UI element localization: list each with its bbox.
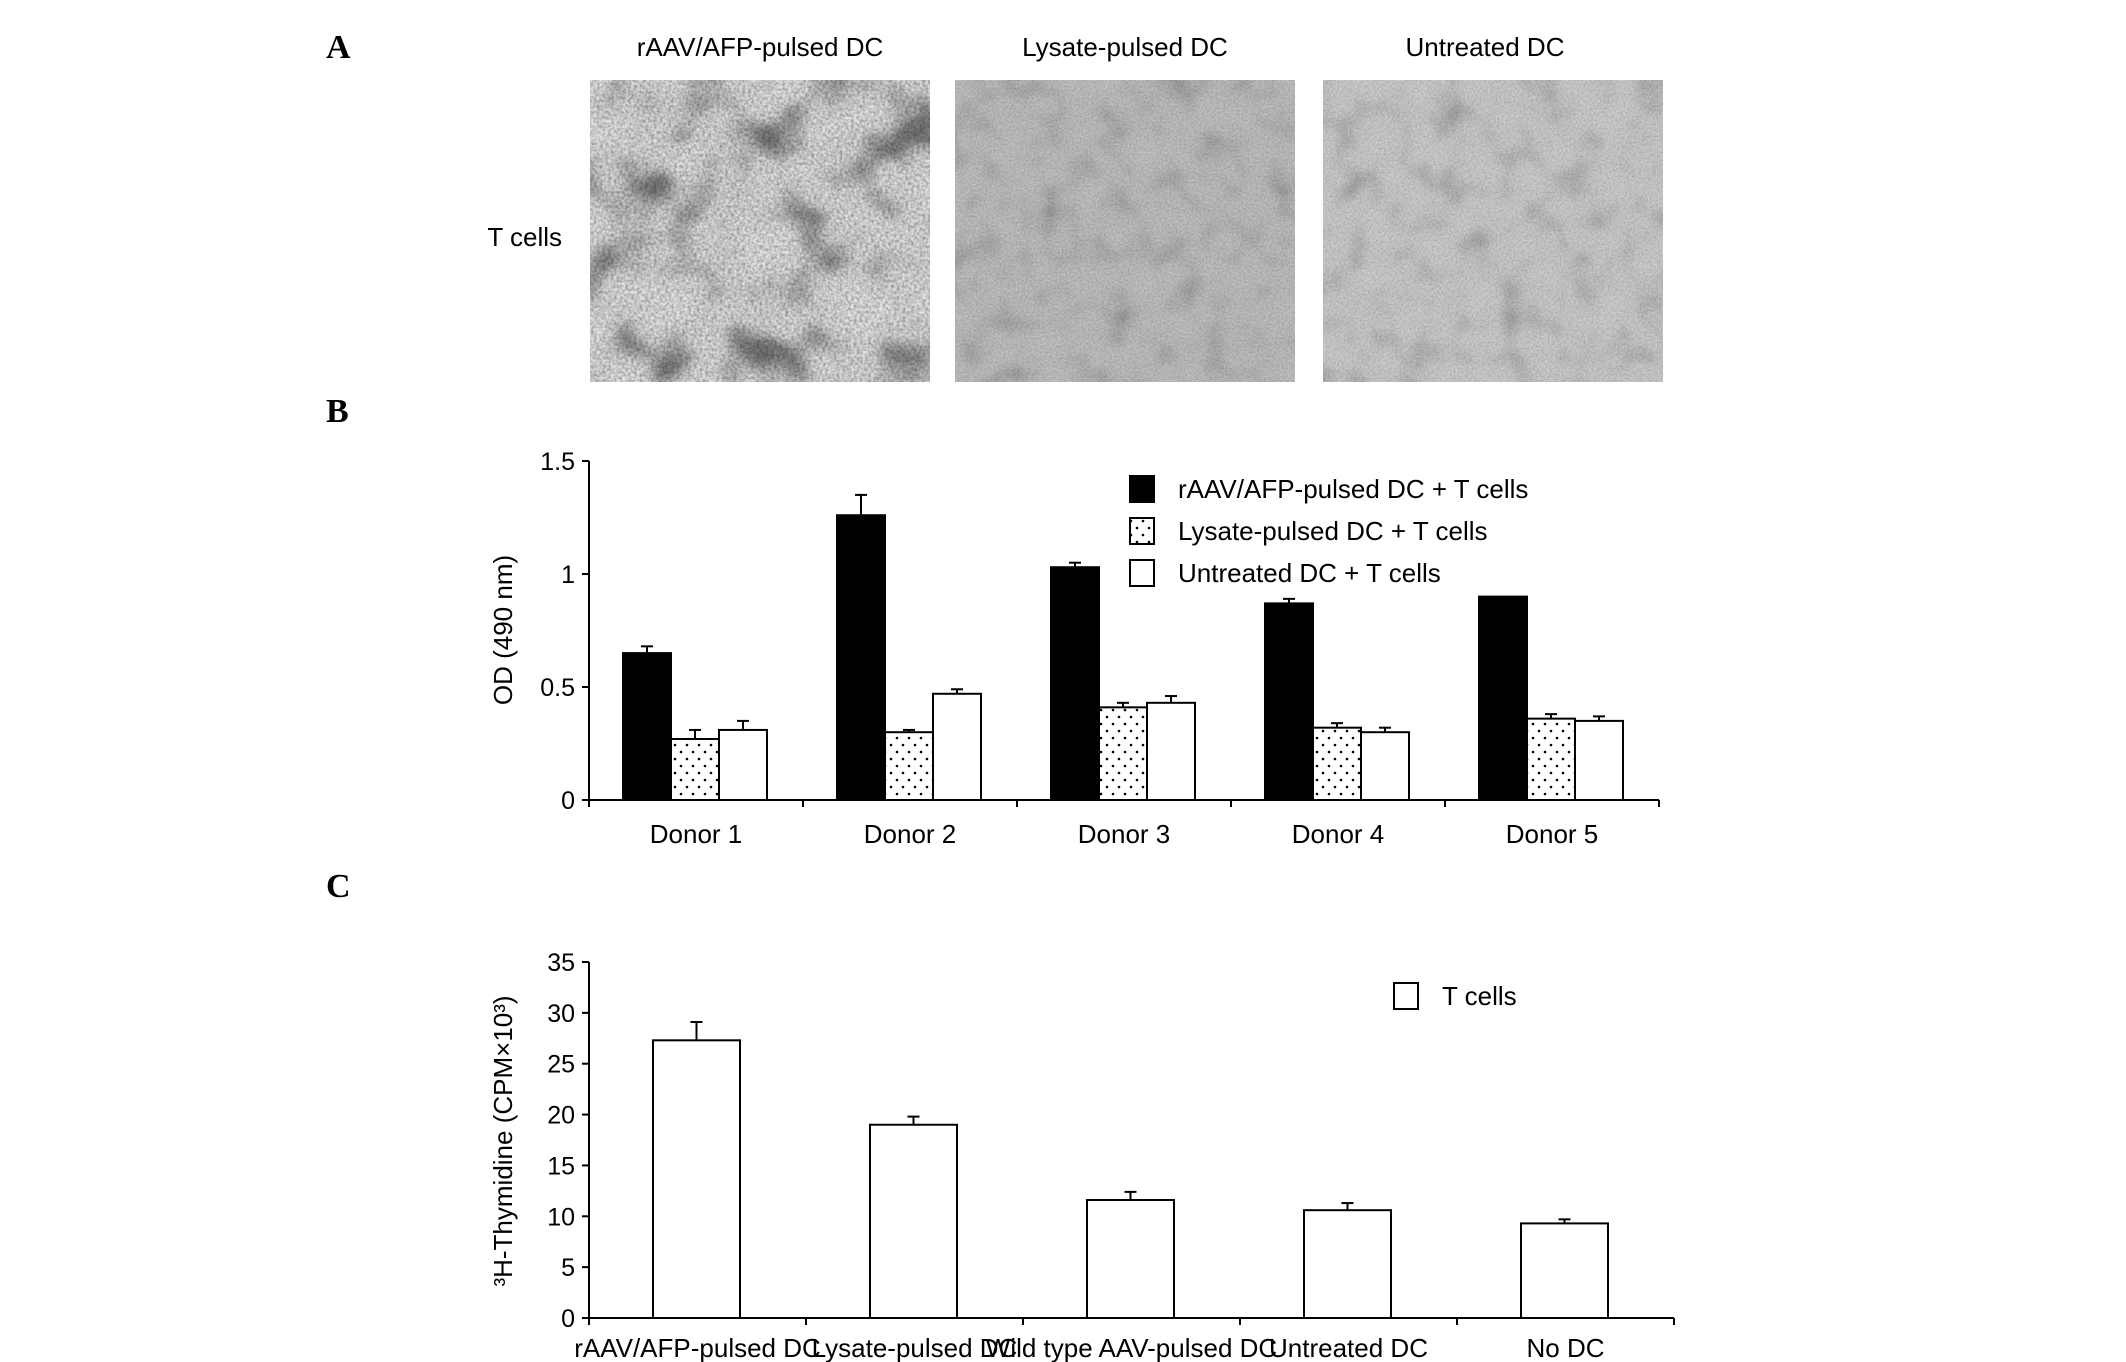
y-tick-label: 5: [561, 1254, 575, 1282]
legend-label: rAAV/AFP-pulsed DC + T cells: [1178, 474, 1528, 504]
bar: [1146, 701, 1196, 802]
micrograph-untreated: [1323, 80, 1663, 382]
bar: [1478, 595, 1528, 801]
y-tick-label: 25: [547, 1051, 575, 1079]
y-tick-label: 1: [561, 561, 575, 589]
bar: [652, 1039, 741, 1319]
category-label: Donor 5: [1506, 819, 1599, 849]
legend-swatch: [1129, 517, 1155, 545]
micrograph-lysate: [955, 80, 1295, 382]
chart-b: 0 0.5 1 1.5 Donor 1 Donor 2 Donor 3 Donor 4 Dono…: [488, 448, 1660, 849]
legend-label: Lysate-pulsed DC + T cells: [1178, 516, 1488, 546]
legend-swatch: [1129, 475, 1155, 503]
category-label: Wild type AAV-pulsed DC: [986, 1333, 1277, 1362]
bar: [1574, 719, 1624, 802]
legend-swatch: [1129, 559, 1155, 587]
bar: [718, 728, 768, 801]
category-label: rAAV/AFP-pulsed DC: [574, 1333, 821, 1362]
chart-c: 0 5 10 15 20 25 30 35 rAAV/AFP-pulsed DCLysate-p…: [488, 949, 1675, 1362]
y-tick-label: 30: [547, 1000, 575, 1028]
category-label: Lysate-pulsed DC: [812, 1333, 1018, 1362]
bar: [884, 731, 934, 802]
bar: [1086, 1199, 1175, 1320]
bar: [1526, 717, 1576, 802]
bar: [622, 652, 672, 801]
bar: [1050, 566, 1100, 801]
column-title-raav: rAAV/AFP-pulsed DC: [637, 32, 884, 62]
bar: [836, 514, 886, 801]
legend-label: Untreated DC + T cells: [1178, 558, 1441, 588]
y-tick-label: 35: [547, 949, 575, 977]
bar: [1360, 731, 1410, 802]
category-label: Donor 3: [1078, 819, 1171, 849]
column-title-lysate: Lysate-pulsed DC: [1022, 32, 1228, 62]
bar: [1303, 1209, 1392, 1320]
legend-swatch: [1393, 982, 1419, 1010]
y-tick-label: 0: [561, 1305, 575, 1333]
category-label: Donor 4: [1292, 819, 1385, 849]
y-tick-label: 10: [547, 1203, 575, 1231]
bar: [1264, 602, 1314, 801]
category-label: Donor 2: [864, 819, 957, 849]
row-label-t-cells: T cells: [487, 222, 562, 252]
bar: [932, 692, 982, 802]
y-tick-label: 0.5: [540, 674, 575, 702]
bar: [1312, 726, 1362, 801]
micrograph-raav: [590, 80, 930, 382]
category-label: Donor 1: [650, 819, 743, 849]
panel-a-letter: A: [326, 29, 351, 66]
column-title-untreated: Untreated DC: [1406, 32, 1565, 62]
y-tick-label: 15: [547, 1152, 575, 1180]
category-label: Untreated DC: [1269, 1333, 1428, 1362]
y-tick-label: 20: [547, 1102, 575, 1130]
legend-label: T cells: [1442, 981, 1517, 1011]
category-label: No DC: [1526, 1333, 1604, 1362]
y-axis-label: OD (490 nm): [488, 555, 518, 705]
y-tick-label: 0: [561, 787, 575, 815]
panel-b-letter: B: [326, 393, 349, 430]
bar: [1520, 1222, 1609, 1320]
y-axis-label: ³H-Thymidine (CPM×10³): [488, 995, 518, 1286]
bar: [869, 1123, 958, 1319]
panel-c-letter: C: [326, 868, 351, 905]
y-tick-label: 1.5: [540, 448, 575, 476]
bar: [1098, 706, 1148, 802]
bar: [670, 737, 720, 801]
